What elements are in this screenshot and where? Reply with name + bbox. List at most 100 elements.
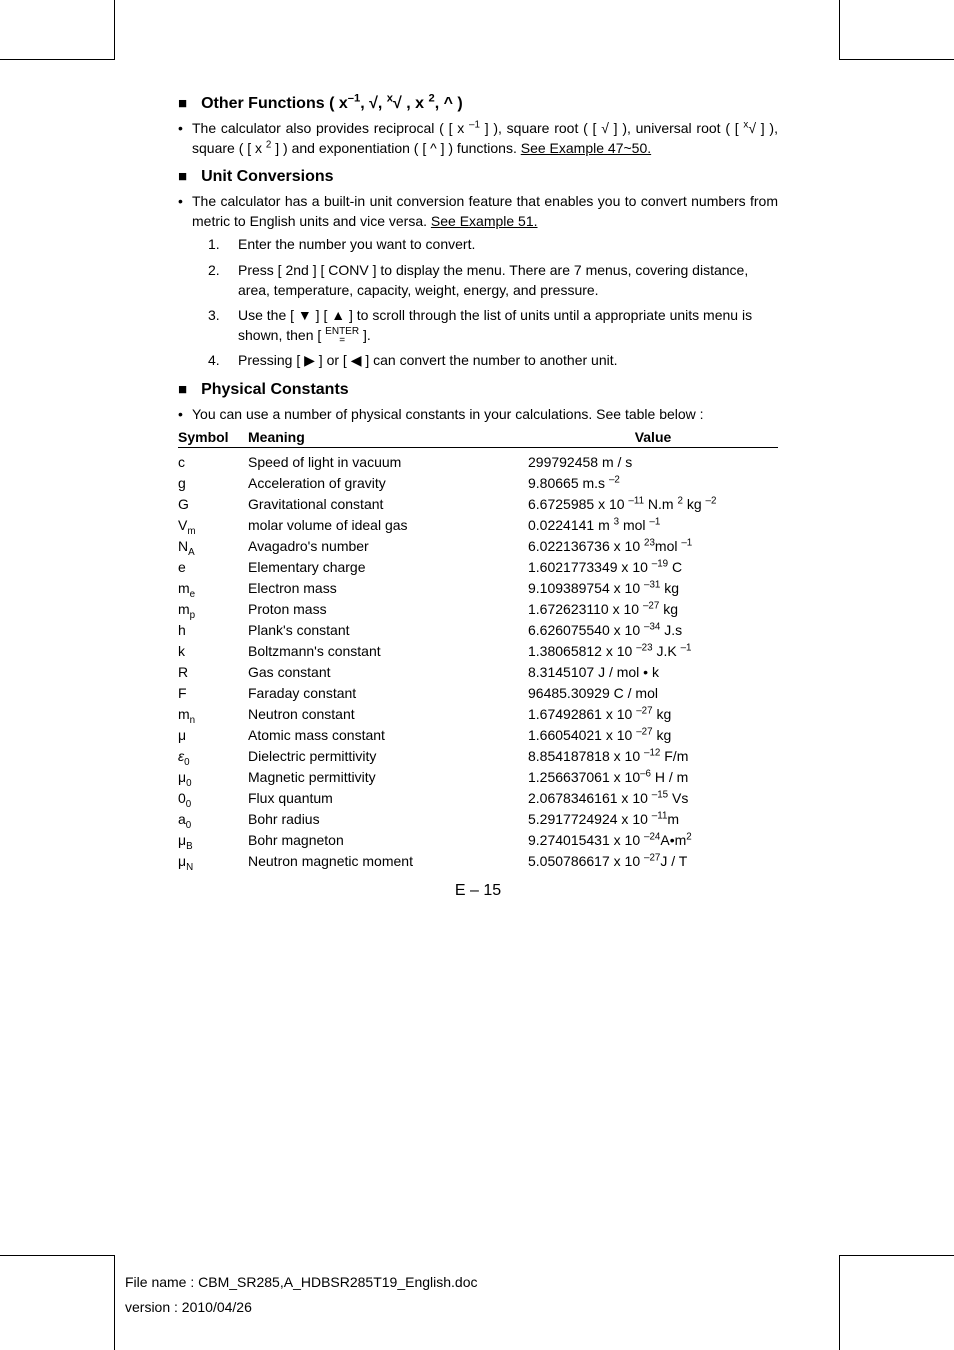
value-cell: 9.80665 m.s –2	[528, 473, 778, 494]
symbol-cell: e	[178, 557, 248, 578]
step-item: 2. Press [ 2nd ] [ CONV ] to display the…	[208, 261, 778, 300]
bullet-square-icon: ■	[178, 95, 187, 112]
header-symbol: Symbol	[178, 429, 248, 445]
table-header-row: Symbol Meaning Value	[178, 429, 778, 448]
meaning-cell: Flux quantum	[248, 788, 528, 809]
meaning-cell: Neutron constant	[248, 704, 528, 725]
step-item: 3. Use the [ ▼ ] [ ▲ ] to scroll through…	[208, 306, 778, 345]
table-row: RGas constant8.3145107 J / mol • k	[178, 662, 778, 683]
step-number: 1.	[208, 235, 238, 255]
physical-constants-paragraph: • You can use a number of physical const…	[178, 405, 778, 425]
meaning-cell: Faraday constant	[248, 683, 528, 704]
value-cell: 2.0678346161 x 10 –15 Vs	[528, 788, 778, 809]
symbol-cell: c	[178, 452, 248, 473]
symbol-cell: me	[178, 578, 248, 599]
table-row: mnNeutron constant1.67492861 x 10 –27 kg	[178, 704, 778, 725]
header-meaning: Meaning	[248, 429, 528, 445]
table-row: hPlank's constant6.626075540 x 10 –34 J.…	[178, 620, 778, 641]
value-cell: 96485.30929 C / mol	[528, 683, 778, 704]
meaning-cell: Atomic mass constant	[248, 725, 528, 746]
section-title: Physical Constants	[201, 381, 349, 399]
step-number: 4.	[208, 351, 238, 371]
table-row: gAcceleration of gravity9.80665 m.s –2	[178, 473, 778, 494]
bullet-square-icon: ■	[178, 381, 187, 398]
value-cell: 299792458 m / s	[528, 452, 778, 473]
table-row: μNNeutron magnetic moment5.050786617 x 1…	[178, 851, 778, 872]
bullet-dot-icon: •	[178, 405, 192, 425]
symbol-cell: Vm	[178, 515, 248, 536]
table-row: 00Flux quantum2.0678346161 x 10 –15 Vs	[178, 788, 778, 809]
unit-conversions-steps: 1. Enter the number you want to convert.…	[208, 235, 778, 371]
step-text: Press [ 2nd ] [ CONV ] to display the me…	[238, 261, 778, 300]
value-cell: 6.6725985 x 10 –11 N.m 2 kg –2	[528, 494, 778, 515]
symbol-cell: G	[178, 494, 248, 515]
value-cell: 6.626075540 x 10 –34 J.s	[528, 620, 778, 641]
table-row: Vmmolar volume of ideal gas0.0224141 m 3…	[178, 515, 778, 536]
symbol-cell: μ	[178, 725, 248, 746]
symbol-cell: NA	[178, 536, 248, 557]
symbol-cell: g	[178, 473, 248, 494]
symbol-cell: F	[178, 683, 248, 704]
value-cell: 1.672623110 x 10 –27 kg	[528, 599, 778, 620]
meaning-cell: molar volume of ideal gas	[248, 515, 528, 536]
value-cell: 9.274015431 x 10 –24A•m2	[528, 830, 778, 851]
section-unit-conversions-heading: ■ Unit Conversions	[178, 168, 778, 186]
value-cell: 0.0224141 m 3 mol –1	[528, 515, 778, 536]
step-text: Pressing [ ▶ ] or [ ◀ ] can convert the …	[238, 351, 778, 371]
footer: File name : CBM_SR285,A_HDBSR285T19_Engl…	[125, 1270, 478, 1320]
meaning-cell: Elementary charge	[248, 557, 528, 578]
other-functions-paragraph: • The calculator also provides reciproca…	[178, 119, 778, 158]
table-row: μ0Magnetic permittivity1.256637061 x 10–…	[178, 767, 778, 788]
bullet-square-icon: ■	[178, 168, 187, 185]
step-text: Use the [ ▼ ] [ ▲ ] to scroll through th…	[238, 306, 778, 345]
value-cell: 1.66054021 x 10 –27 kg	[528, 725, 778, 746]
symbol-cell: μ0	[178, 767, 248, 788]
value-cell: 8.854187818 x 10 –12 F/m	[528, 746, 778, 767]
meaning-cell: Neutron magnetic moment	[248, 851, 528, 872]
symbol-cell: mp	[178, 599, 248, 620]
footer-filename: File name : CBM_SR285,A_HDBSR285T19_Engl…	[125, 1270, 478, 1295]
section-physical-constants-heading: ■ Physical Constants	[178, 381, 778, 399]
table-row: ε0Dielectric permittivity8.854187818 x 1…	[178, 746, 778, 767]
value-cell: 8.3145107 J / mol • k	[528, 662, 778, 683]
table-row: FFaraday constant96485.30929 C / mol	[178, 683, 778, 704]
table-row: GGravitational constant6.6725985 x 10 –1…	[178, 494, 778, 515]
crop-mark-tl	[0, 0, 115, 60]
meaning-cell: Avagadro's number	[248, 536, 528, 557]
meaning-cell: Plank's constant	[248, 620, 528, 641]
header-value: Value	[528, 429, 778, 445]
value-cell: 9.109389754 x 10 –31 kg	[528, 578, 778, 599]
symbol-cell: μB	[178, 830, 248, 851]
crop-mark-br	[839, 1255, 954, 1350]
meaning-cell: Gravitational constant	[248, 494, 528, 515]
bullet-dot-icon: •	[178, 192, 192, 231]
crop-mark-tr	[839, 0, 954, 60]
table-row: eElementary charge1.6021773349 x 10 –19 …	[178, 557, 778, 578]
unit-conversions-paragraph: • The calculator has a built-in unit con…	[178, 192, 778, 231]
table-row: cSpeed of light in vacuum299792458 m / s	[178, 452, 778, 473]
meaning-cell: Electron mass	[248, 578, 528, 599]
table-row: kBoltzmann's constant1.38065812 x 10 –23…	[178, 641, 778, 662]
step-number: 3.	[208, 306, 238, 345]
value-cell: 5.050786617 x 10 –27J / T	[528, 851, 778, 872]
meaning-cell: Acceleration of gravity	[248, 473, 528, 494]
symbol-cell: 00	[178, 788, 248, 809]
crop-mark-bl	[0, 1255, 115, 1350]
symbol-cell: ε0	[178, 746, 248, 767]
table-row: mpProton mass1.672623110 x 10 –27 kg	[178, 599, 778, 620]
meaning-cell: Bohr radius	[248, 809, 528, 830]
table-row: μAtomic mass constant1.66054021 x 10 –27…	[178, 725, 778, 746]
symbol-cell: h	[178, 620, 248, 641]
symbol-cell: R	[178, 662, 248, 683]
section-title: Unit Conversions	[201, 168, 333, 186]
table-row: meElectron mass9.109389754 x 10 –31 kg	[178, 578, 778, 599]
symbol-cell: μN	[178, 851, 248, 872]
table-row: NAAvagadro's number6.022136736 x 10 23mo…	[178, 536, 778, 557]
constants-table: Symbol Meaning Value cSpeed of light in …	[178, 429, 778, 872]
meaning-cell: Dielectric permittivity	[248, 746, 528, 767]
value-cell: 5.2917724924 x 10 –11m	[528, 809, 778, 830]
bullet-dot-icon: •	[178, 119, 192, 158]
symbol-cell: a0	[178, 809, 248, 830]
meaning-cell: Magnetic permittivity	[248, 767, 528, 788]
meaning-cell: Gas constant	[248, 662, 528, 683]
